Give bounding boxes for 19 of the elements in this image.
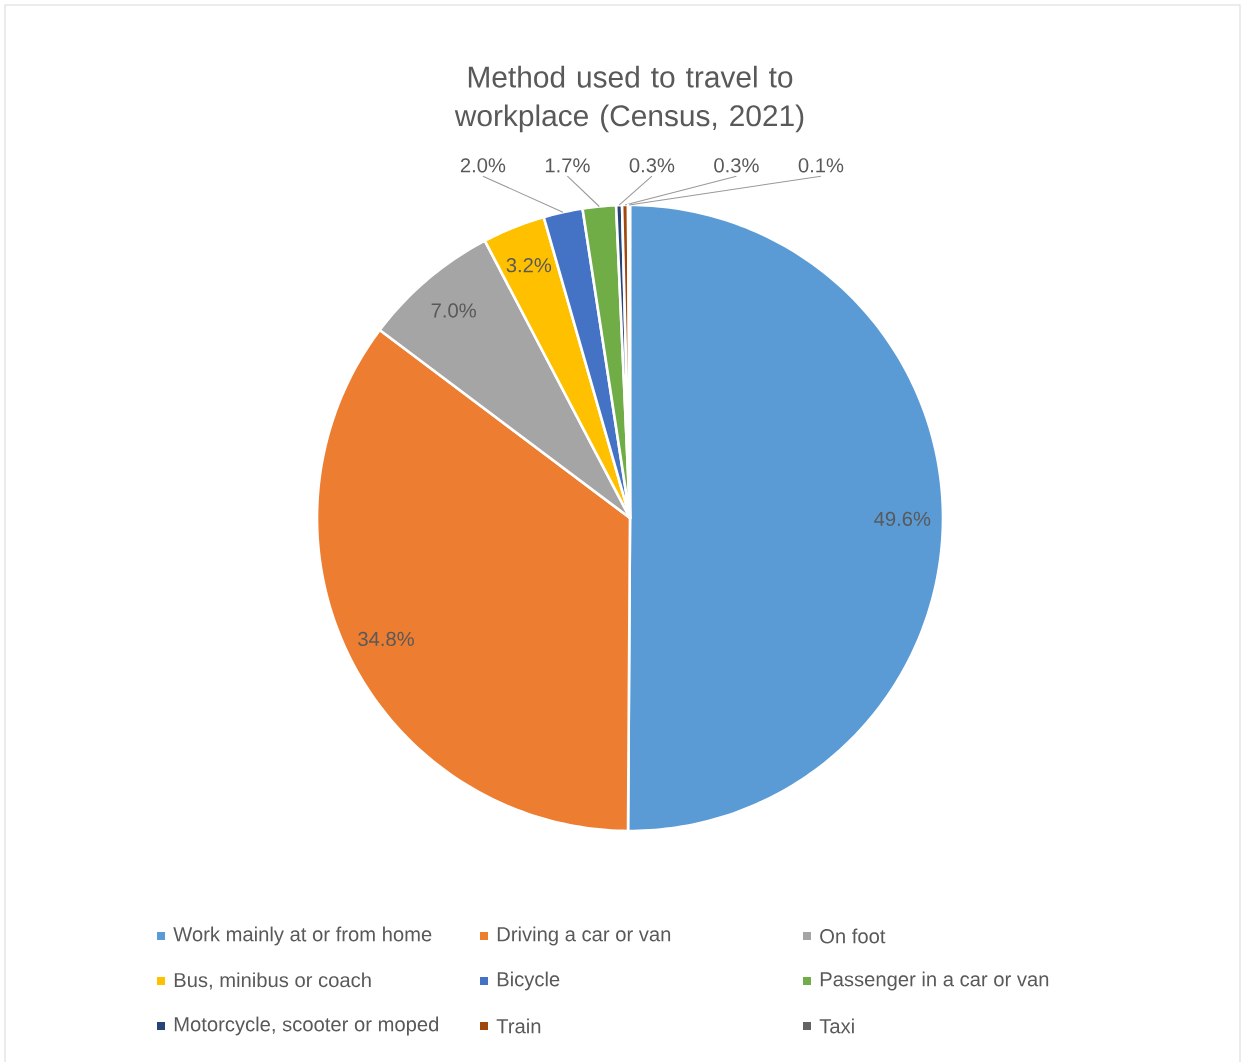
legend-label: Driving a car or van	[497, 926, 671, 946]
data-label: 2.0%	[460, 158, 506, 173]
chart-title: Method used to travel to workplace (Census, 2021)	[454, 65, 804, 133]
data-label: 49.6%	[874, 511, 931, 527]
data-label: 0.3%	[629, 158, 675, 173]
legend-label: On foot	[820, 928, 886, 944]
legend-label: Bicycle	[497, 971, 560, 991]
data-label: 3.2%	[506, 258, 552, 273]
data-label: 7.0%	[431, 303, 476, 318]
data-label: 34.8%	[358, 632, 414, 647]
legend-label: Train	[496, 1018, 541, 1034]
legend-label: Passenger in a car or van	[820, 971, 1049, 991]
legend-label: Bus, minibus or coach	[174, 972, 371, 990]
data-label: 0.3%	[714, 158, 759, 173]
data-label: 1.7%	[545, 158, 590, 173]
data-label: 0.1%	[798, 158, 844, 173]
legend-label: Motorcycle, scooter or moped	[174, 1016, 439, 1036]
legend-label: Taxi	[819, 1018, 854, 1034]
legend-label: Work mainly at or from home	[173, 926, 432, 946]
